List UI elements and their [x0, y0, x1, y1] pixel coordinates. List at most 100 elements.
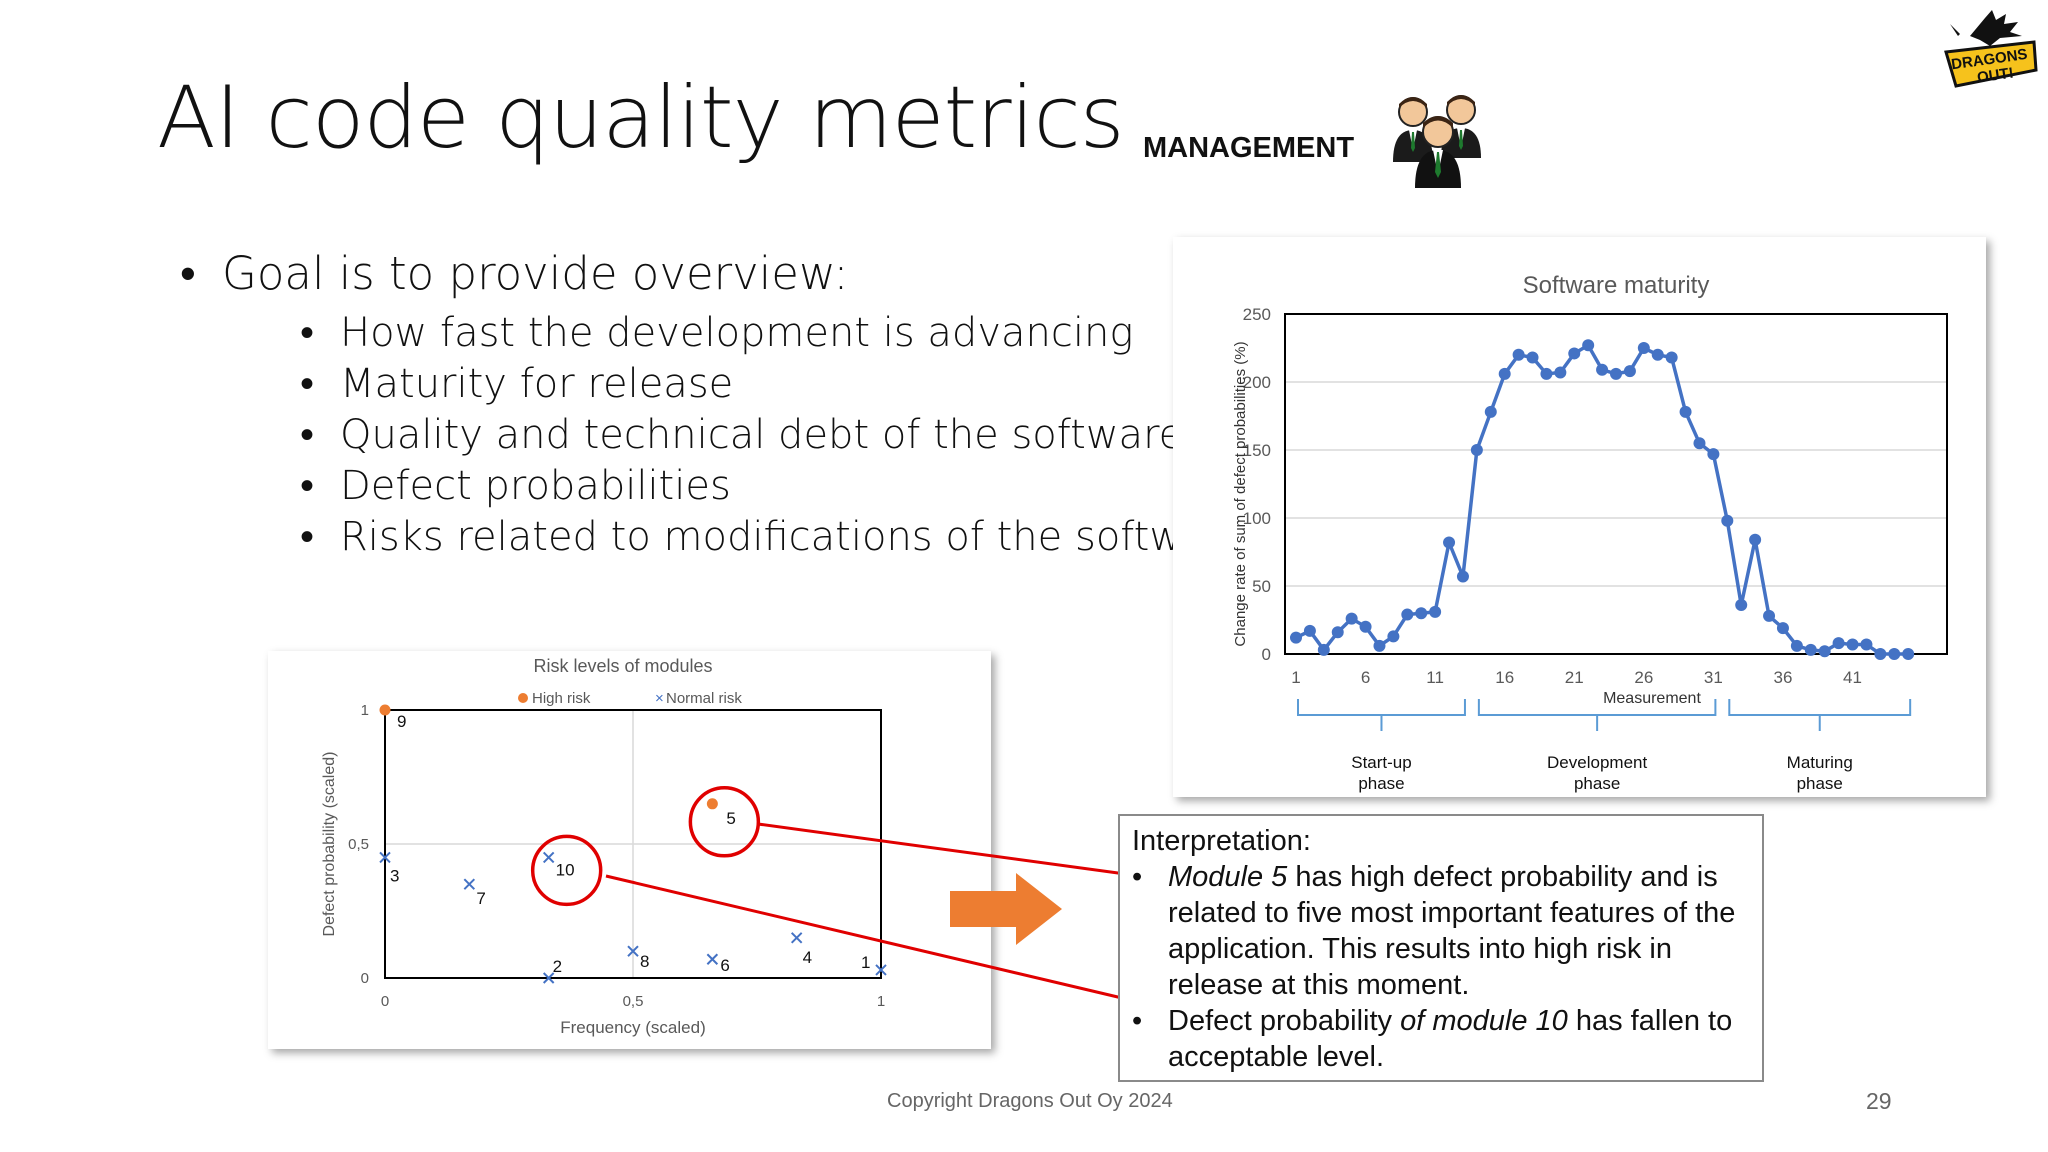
highlight-circle [688, 786, 761, 858]
data-point [1290, 631, 1302, 644]
data-point [1721, 514, 1734, 527]
data-point [1429, 605, 1442, 618]
x-tick-label: 1 [1291, 668, 1300, 687]
y-axis-label: Change rate of sum of defect probabiliti… [1232, 341, 1249, 646]
normal-risk-point [379, 851, 391, 864]
data-point [1804, 643, 1817, 656]
svg-text:OUT!: OUT! [1976, 65, 2015, 87]
point-label: 8 [640, 952, 649, 971]
point-label: 4 [803, 948, 812, 967]
data-point [1582, 339, 1595, 352]
risk-levels-chart: Risk levels of modules High risk × Normal r… [268, 651, 991, 1049]
data-point [1665, 351, 1678, 364]
copyright: Copyright Dragons Out Oy 2024 [887, 1090, 1173, 1112]
data-point [1596, 363, 1609, 376]
interpretation-title: Interpretation: [1132, 825, 1311, 857]
x-tick-label: 11 [1426, 668, 1444, 687]
data-point [1303, 624, 1316, 637]
data-point [1484, 405, 1497, 418]
interpretation-item2-b: has fallen to acceptable level. [1168, 1005, 1733, 1073]
high-risk-point [379, 704, 391, 716]
data-point [1373, 639, 1386, 652]
sub-bullet: Risks related to modifications of the so… [222, 512, 1340, 563]
data-point [1610, 367, 1622, 380]
x-tick-label: 36 [1773, 668, 1792, 687]
data-point [1443, 536, 1456, 549]
data-point [1456, 570, 1469, 583]
data-point [1693, 437, 1706, 450]
phase-label: Development [1547, 753, 1647, 772]
normal-risk-point [542, 851, 555, 864]
y-axis-label: Defect probability (scaled) [321, 752, 338, 937]
phase-label: phase [1797, 774, 1843, 793]
normal-risk-point [790, 932, 803, 944]
data-point [1818, 645, 1831, 658]
data-point [1776, 622, 1789, 635]
data-point [1498, 367, 1511, 380]
interpretation-item: Module 5 has high defect probability and… [1132, 859, 1750, 1003]
y-tick-label: 150 [1243, 441, 1271, 460]
interpretation-item1-text: has high defect probability and is relat… [1168, 861, 1736, 1001]
interpretation-item2-a: Defect probability [1168, 1005, 1401, 1037]
x-tick-label: 16 [1495, 668, 1514, 687]
slide-title: AI code quality metrics [157, 68, 1125, 168]
high-risk-point [706, 798, 718, 810]
data-point [1470, 444, 1483, 456]
y-tick-label: 100 [1243, 509, 1271, 528]
point-label: 7 [476, 889, 485, 908]
legend-normal-risk-label: Normal risk [666, 690, 742, 707]
sub-bullets: How fast the development is advancing Ma… [222, 308, 1340, 563]
x-tick-label: 0,5 [623, 993, 644, 1010]
y-tick-label: 200 [1243, 373, 1271, 392]
risk-levels-svg: Risk levels of modules High risk × Normal r… [321, 656, 887, 1037]
sub-bullet: Quality and technical debt of the softwa… [222, 410, 1340, 461]
data-point [1345, 612, 1358, 625]
data-point [1415, 607, 1428, 620]
normal-risk-point [706, 953, 719, 965]
legend-normal-risk-marker: × [655, 690, 664, 707]
highlight-circle [530, 834, 603, 907]
chart-title: Software maturity [1523, 272, 1710, 299]
data-point [1331, 626, 1344, 639]
data-point [1679, 405, 1692, 418]
data-point [1902, 648, 1915, 660]
interpretation-item2-em: of module 10 [1400, 1005, 1568, 1037]
series-line [1295, 342, 1909, 656]
point-label: 2 [553, 957, 562, 976]
data-point [1790, 639, 1803, 652]
chart-title: Risk levels of modules [533, 656, 712, 676]
data-point [1846, 638, 1859, 651]
data-point [1832, 637, 1845, 650]
phase-label: phase [1574, 774, 1620, 793]
y-tick-label: 0 [1262, 645, 1271, 664]
point-label: 6 [720, 956, 729, 975]
x-tick-label: 41 [1843, 668, 1862, 687]
dragons-out-logo: DRAGONS OUT! [1944, 10, 2038, 88]
y-tick-label: 250 [1243, 305, 1271, 324]
data-point [1317, 643, 1330, 656]
interpretation-box: Interpretation: Module 5 has high defect… [1118, 814, 1764, 1082]
legend-high-risk-marker [518, 693, 528, 703]
x-tick-label: 1 [877, 993, 885, 1010]
y-tick-label: 0,5 [348, 836, 369, 853]
data-point [1359, 620, 1372, 633]
point-label: 5 [726, 809, 735, 828]
data-point [1568, 347, 1581, 360]
data-point [1888, 648, 1901, 660]
sub-bullet: Maturity for release [222, 359, 1340, 410]
point-label: 3 [390, 866, 399, 885]
x-axis-label: Frequency (scaled) [560, 1018, 706, 1037]
normal-risk-point [463, 878, 476, 890]
page-number: 29 [1866, 1088, 1892, 1114]
management-label: MANAGEMENT [1143, 132, 1355, 164]
x-tick-label: 31 [1704, 668, 1723, 687]
data-point [1512, 348, 1525, 361]
data-point [1526, 351, 1539, 364]
y-tick-label: 0 [361, 970, 369, 987]
interpretation-item1-em: Module 5 [1168, 861, 1288, 893]
phase-brace [1728, 699, 1912, 731]
point-label: 1 [861, 953, 870, 972]
data-point [1735, 599, 1748, 612]
point-label: 9 [397, 712, 406, 731]
